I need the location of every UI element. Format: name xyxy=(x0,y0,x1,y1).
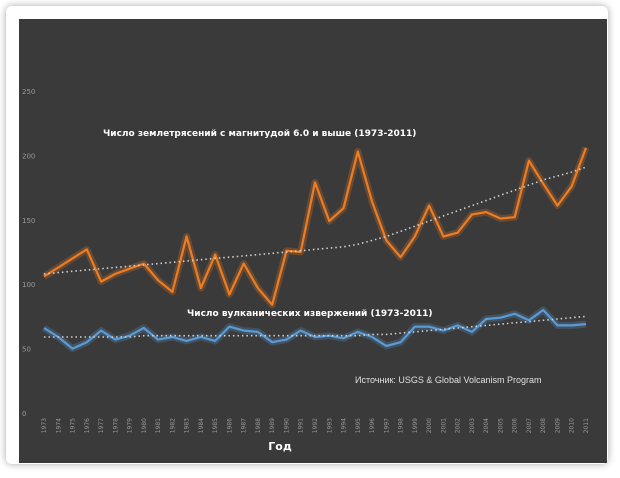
chart-frame: 0 50 100 150 200 250 1973 1974 1975 1976 1977 1978… xyxy=(6,6,608,464)
x-tick-label: 1993 xyxy=(326,418,333,433)
x-tick-label: 1988 xyxy=(255,418,262,433)
x-tick-label: 1973 xyxy=(41,418,48,433)
series-label: Число землетрясений с магнитудой 6.0 и в… xyxy=(103,129,416,139)
x-tick-label: 1995 xyxy=(355,418,362,433)
x-tick-label: 1986 xyxy=(226,418,233,433)
x-tick-label: 1992 xyxy=(312,418,319,433)
y-tick-label: 0 xyxy=(22,410,26,418)
series-labels: Число землетрясений с магнитудой 6.0 и в… xyxy=(103,129,433,319)
y-tick-label: 200 xyxy=(22,152,35,160)
x-tick-label: 1990 xyxy=(283,418,290,433)
y-tick-label: 50 xyxy=(22,346,31,354)
series-line xyxy=(43,147,588,306)
x-tick-label: 1979 xyxy=(127,418,134,433)
x-tick-label: 1991 xyxy=(298,418,305,433)
x-tick-label: 2001 xyxy=(440,418,447,433)
x-tick-label: 1978 xyxy=(112,418,119,433)
trend-line xyxy=(43,166,587,275)
x-tick-label: 1998 xyxy=(398,418,405,433)
x-tick-label: 1997 xyxy=(383,418,390,433)
x-tick-label: 2009 xyxy=(554,418,561,433)
x-tick-label: 2006 xyxy=(512,418,519,433)
x-axis-ticks: 1973 1974 1975 1976 1977 1978 1979 1980 1981 1982… xyxy=(41,418,590,433)
x-tick-label: 1994 xyxy=(341,418,348,433)
y-tick-label: 150 xyxy=(22,217,35,225)
x-tick-label: 1980 xyxy=(141,418,148,433)
x-tick-label: 1983 xyxy=(184,418,191,433)
x-tick-label: 2011 xyxy=(583,418,590,433)
x-tick-label: 1981 xyxy=(155,418,162,433)
x-tick-label: 2007 xyxy=(526,418,533,433)
x-tick-label: 1996 xyxy=(369,418,376,433)
y-tick-label: 100 xyxy=(22,281,35,289)
series-label: Число вулканических извержений (1973-201… xyxy=(187,309,433,319)
x-tick-label: 1989 xyxy=(269,418,276,433)
x-tick-label: 2010 xyxy=(569,418,576,433)
x-tick-label: 2000 xyxy=(426,418,433,433)
series-line xyxy=(43,308,587,350)
x-tick-label: 2008 xyxy=(540,418,547,433)
x-tick-label: 2003 xyxy=(469,418,476,433)
x-tick-label: 2002 xyxy=(455,418,462,433)
x-tick-label: 1987 xyxy=(241,418,248,433)
x-tick-label: 1985 xyxy=(212,418,219,433)
x-tick-label: 1977 xyxy=(98,418,105,433)
trend-line xyxy=(44,315,587,338)
chart-panel: 0 50 100 150 200 250 1973 1974 1975 1976 1977 1978… xyxy=(19,19,607,463)
x-tick-label: 1975 xyxy=(70,418,77,433)
source-note: Источник: USGS & Global Volcanism Progra… xyxy=(355,375,541,385)
y-axis-ticks: 0 50 100 150 200 250 xyxy=(22,88,35,418)
x-tick-label: 2004 xyxy=(483,418,490,433)
series-glow xyxy=(42,146,590,309)
chart-svg: 0 50 100 150 200 250 1973 1974 1975 1976 1977 1978… xyxy=(22,88,590,453)
x-tick-label: 2005 xyxy=(497,418,504,433)
x-tick-label: 1974 xyxy=(55,418,62,433)
x-tick-label: 1999 xyxy=(412,418,419,433)
x-tick-label: 1984 xyxy=(198,418,205,433)
series-lines xyxy=(42,146,590,353)
x-tick-label: 1976 xyxy=(84,418,91,433)
y-tick-label: 250 xyxy=(22,88,35,96)
x-axis-label: Год xyxy=(268,440,292,453)
x-tick-label: 1982 xyxy=(169,418,176,433)
